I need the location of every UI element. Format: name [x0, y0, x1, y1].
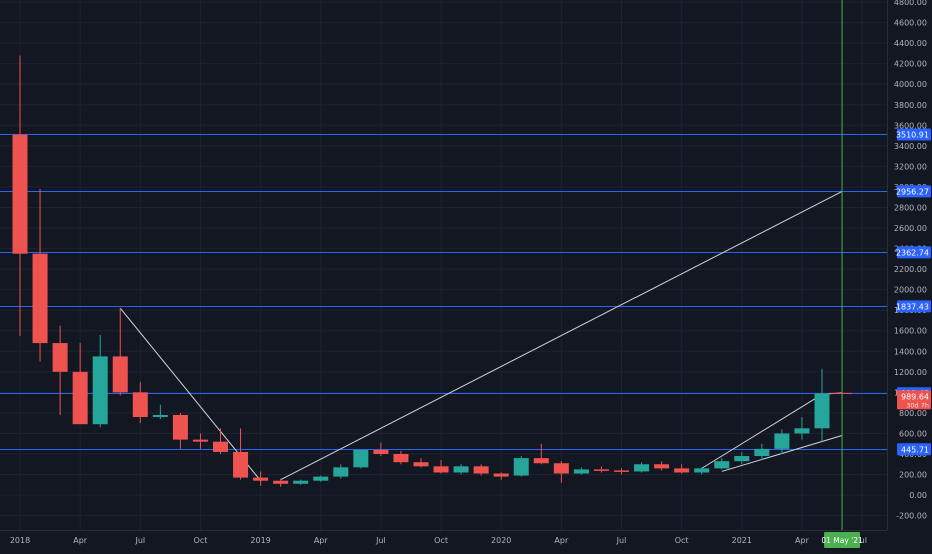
level-label: 2956.27 — [896, 187, 929, 196]
y-tick-label: 4600.00 — [894, 19, 927, 28]
candle-body — [72, 371, 88, 425]
x-tick-label: Apr — [554, 536, 569, 545]
candle-body — [112, 356, 128, 393]
level-label: 445.71 — [901, 445, 929, 454]
candle-body — [52, 343, 68, 372]
price-marker-bg — [897, 390, 931, 410]
candle-body — [92, 356, 108, 425]
x-tick-label: Apr — [314, 536, 329, 545]
level-label-bg — [897, 128, 931, 141]
y-tick-label: 1200.00 — [894, 368, 927, 377]
y-tick-label: 1400.00 — [894, 347, 927, 356]
x-tick-label: 2020 — [491, 536, 511, 545]
candle-body — [413, 462, 429, 467]
candle-body — [233, 451, 249, 478]
candle-body — [313, 476, 329, 481]
candle-body — [493, 473, 509, 477]
candle-body — [353, 449, 369, 468]
candle-body — [473, 466, 489, 474]
y-tick-label: 2600.00 — [894, 224, 927, 233]
y-tick-label: 4200.00 — [894, 60, 927, 69]
candle-body — [694, 468, 710, 473]
time-axis — [0, 530, 932, 550]
candle-body — [794, 428, 810, 434]
candle-body — [614, 470, 629, 472]
x-tick-label: 2021 — [732, 536, 752, 545]
level-label: 3510.91 — [896, 130, 929, 139]
candle-body — [172, 414, 188, 440]
y-tick-label: 200.00 — [899, 471, 927, 480]
level-label-bg — [897, 300, 931, 313]
x-tick-label: 2019 — [250, 536, 270, 545]
candle-body — [213, 441, 228, 452]
y-tick-label: 2200.00 — [894, 265, 927, 274]
candle-body — [293, 480, 309, 484]
candle-body — [814, 393, 830, 429]
candle-body — [393, 453, 409, 463]
y-tick-label: 3600.00 — [894, 121, 927, 130]
level-label-bg — [897, 185, 931, 198]
x-tick-label: Jul — [856, 536, 867, 545]
candle-body — [774, 433, 790, 449]
y-tick-label: 4400.00 — [894, 39, 927, 48]
candle-body — [253, 477, 269, 481]
candle-body — [654, 464, 670, 469]
x-tick-label: Oct — [194, 536, 208, 545]
y-tick-label: 2800.00 — [894, 203, 927, 212]
candle-body — [754, 448, 770, 457]
trend-line — [701, 393, 823, 469]
candle-body — [533, 458, 549, 464]
y-tick-label: -200.00 — [896, 512, 927, 521]
candle-body — [433, 466, 449, 473]
trend-line — [280, 191, 843, 481]
x-tick-label: 2018 — [10, 536, 30, 545]
level-label-bg — [897, 246, 931, 259]
x-tick-label: Apr — [795, 536, 810, 545]
price-axis — [887, 0, 932, 550]
y-tick-label: 3400.00 — [894, 142, 927, 151]
candle-body — [132, 392, 148, 418]
candle-body — [12, 134, 28, 254]
price-countdown: 30d 7h — [906, 401, 929, 409]
candle-body — [714, 461, 730, 469]
candle-body — [553, 463, 569, 474]
candle-body — [513, 458, 529, 476]
candle-body — [453, 466, 469, 473]
x-tick-label: Jul — [375, 536, 386, 545]
x-tick-label: Jul — [134, 536, 145, 545]
price-marker-label: 989.64 — [901, 392, 929, 401]
y-tick-label: 600.00 — [899, 429, 927, 438]
y-tick-label: 4000.00 — [894, 80, 927, 89]
y-tick-label: 0.00 — [909, 491, 927, 500]
y-tick-label: 4800.00 — [894, 0, 927, 7]
crosshair-label: 01 May '21 — [821, 536, 863, 545]
candle-body — [573, 469, 589, 474]
x-tick-label: Oct — [434, 536, 448, 545]
candle-body — [192, 439, 208, 442]
candle-body — [32, 253, 48, 344]
candle-body — [273, 480, 289, 484]
y-tick-label: 800.00 — [899, 409, 927, 418]
x-tick-label: Apr — [73, 536, 88, 545]
candle-body — [674, 468, 690, 473]
level-label: 2362.74 — [896, 248, 929, 257]
y-tick-label: 2000.00 — [894, 286, 927, 295]
y-tick-label: 3200.00 — [894, 162, 927, 171]
candle-body — [373, 449, 389, 454]
x-tick-label: Oct — [675, 536, 689, 545]
x-tick-label: Jul — [616, 536, 627, 545]
candle-body — [734, 456, 750, 462]
y-tick-label: 3800.00 — [894, 101, 927, 110]
level-label: 1837.43 — [896, 302, 929, 311]
level-label-bg — [897, 443, 931, 456]
candle-body — [634, 464, 650, 472]
candle-body — [333, 467, 349, 477]
y-tick-label: 1600.00 — [894, 327, 927, 336]
candle-body — [593, 469, 609, 471]
crosshair-label-bg — [824, 532, 861, 548]
candle-body — [152, 414, 168, 418]
